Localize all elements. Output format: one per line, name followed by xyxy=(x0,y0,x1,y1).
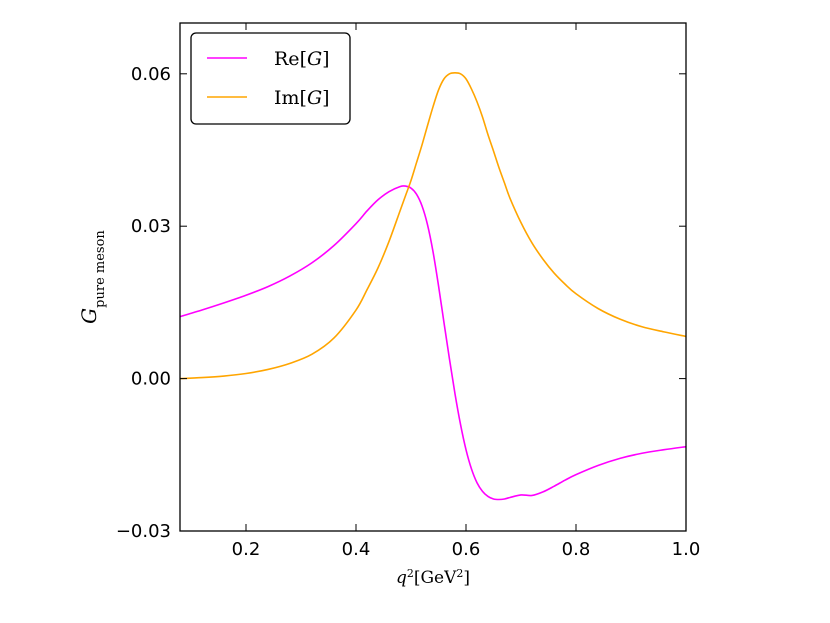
plot-frame xyxy=(179,22,687,532)
y-tick-label: −0.03 xyxy=(116,521,171,542)
ticks: 0.2 0.4 0.6 0.8 1.0 −0.03 0.00 0.03 0.06 xyxy=(116,23,700,560)
legend-box xyxy=(190,32,351,125)
y-axis-label-sub: pure meson xyxy=(93,230,108,308)
x-axis-label-main: q xyxy=(396,568,407,588)
x-axis-label-sup: 2 xyxy=(407,567,414,580)
x-tick-label: 0.2 xyxy=(232,539,261,560)
y-tick-label: 0.06 xyxy=(131,64,171,85)
series-line-re xyxy=(180,185,686,501)
series-line-im xyxy=(180,71,686,380)
y-tick-label: 0.00 xyxy=(131,369,171,390)
legend-label-re: Re[G] xyxy=(274,48,330,70)
x-tick-label: 0.8 xyxy=(562,539,591,560)
y-axis-label: Gpure meson xyxy=(77,230,108,324)
y-axis-label-main: G xyxy=(77,308,101,324)
x-tick-label: 0.6 xyxy=(452,539,481,560)
legend: Re[G] Im[G] xyxy=(190,32,351,125)
x-tick-label: 0.4 xyxy=(342,539,371,560)
x-tick-label: 1.0 xyxy=(672,539,701,560)
x-axis-label-unit-close: ] xyxy=(463,568,470,588)
plot-area xyxy=(180,71,686,501)
x-axis-label-unit: [GeV xyxy=(414,568,457,588)
x-axis-label: q2[GeV2] xyxy=(396,567,470,589)
y-tick-label: 0.03 xyxy=(131,216,171,237)
legend-label-im: Im[G] xyxy=(274,87,330,109)
axes xyxy=(179,22,687,532)
x-axis-label-unit-sup: 2 xyxy=(456,567,463,580)
